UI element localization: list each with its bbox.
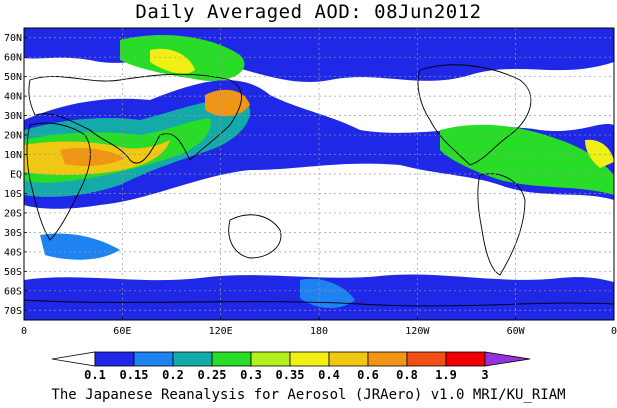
colorbar-label: 1.9 bbox=[435, 368, 457, 382]
latitude-label: 40N bbox=[4, 92, 22, 103]
longitude-label: 60E bbox=[113, 326, 131, 337]
colorbar bbox=[51, 351, 531, 367]
colorbar-label: 0.6 bbox=[357, 368, 379, 382]
colorbar-label: 0.1 bbox=[84, 368, 106, 382]
aod-region-west-africa-edge bbox=[585, 139, 614, 168]
south-america-outline bbox=[477, 173, 526, 276]
latitude-label: 40S bbox=[4, 247, 22, 258]
longitude-label: 0 bbox=[611, 326, 617, 337]
latitude-label: 20S bbox=[4, 208, 22, 219]
colorbar-segment bbox=[133, 351, 174, 367]
aod-region-south-pacific bbox=[300, 278, 355, 309]
colorbar-segment bbox=[289, 351, 330, 367]
colorbar-segment bbox=[94, 351, 135, 367]
latitude-label: 70N bbox=[4, 33, 22, 44]
latitude-label: EQ bbox=[10, 170, 22, 181]
colorbar-label: 0.8 bbox=[396, 368, 418, 382]
colorbar-label: 0.25 bbox=[198, 368, 227, 382]
colorbar-label: 3 bbox=[481, 368, 488, 382]
longitude-label: 60W bbox=[507, 326, 526, 337]
latitude-label: 20N bbox=[4, 131, 22, 142]
colorbar-segment bbox=[484, 351, 531, 367]
latitude-label: 50S bbox=[4, 267, 22, 278]
aod-region-south-indian bbox=[40, 233, 120, 260]
footer-credit: The Japanese Reanalysis for Aerosol (JRA… bbox=[51, 387, 566, 403]
colorbar-segment bbox=[445, 351, 486, 367]
colorbar-label: 0.3 bbox=[240, 368, 262, 382]
colorbar-segment bbox=[172, 351, 213, 367]
aod-region-siberia-core bbox=[150, 48, 195, 74]
longitude-label: 120E bbox=[209, 326, 233, 337]
latitude-label: 50N bbox=[4, 72, 22, 83]
map-gridlines bbox=[24, 28, 614, 320]
latitude-label: 10S bbox=[4, 189, 22, 200]
latitude-labels: 70N 60N 50N 40N 30N 20N 10N EQ 10S 20S 30S 40S 50S 60… bbox=[4, 33, 27, 317]
colorbar-label: 0.2 bbox=[162, 368, 184, 382]
longitude-label: 0 bbox=[21, 326, 27, 337]
australia-outline bbox=[228, 214, 282, 259]
aod-region-africa-core bbox=[60, 147, 125, 166]
colorbar-segment bbox=[211, 351, 252, 367]
longitude-label: 120W bbox=[405, 326, 430, 337]
latitude-label: 60S bbox=[4, 286, 22, 297]
latitude-label: 30S bbox=[4, 228, 22, 239]
latitude-label: 70S bbox=[4, 306, 22, 317]
latitude-label: 60N bbox=[4, 53, 22, 64]
colorbar-segment bbox=[406, 351, 447, 367]
africa-outline bbox=[26, 122, 91, 241]
longitude-labels: 0 60E 120E 180 120W 60W 0 bbox=[21, 317, 617, 337]
colorbar-segment bbox=[250, 351, 291, 367]
map-title: Daily Averaged AOD: 08Jun2012 bbox=[135, 1, 482, 23]
colorbar-segment bbox=[367, 351, 408, 367]
colorbar-segment bbox=[51, 351, 96, 367]
latitude-label: 10N bbox=[4, 150, 22, 161]
colorbar-label: 0.35 bbox=[276, 368, 305, 382]
latitude-label: 30N bbox=[4, 111, 22, 122]
antarctica-outline bbox=[24, 299, 614, 307]
north-america-outline bbox=[417, 64, 532, 166]
colorbar-label: 0.4 bbox=[318, 368, 340, 382]
colorbar-labels: 0.1 0.15 0.2 0.25 0.3 0.35 0.4 0.6 0.8 1.9 3 bbox=[84, 368, 488, 382]
longitude-label: 180 bbox=[310, 326, 328, 337]
colorbar-segment bbox=[328, 351, 369, 367]
colorbar-label: 0.15 bbox=[120, 368, 149, 382]
aod-region-americas bbox=[440, 124, 614, 195]
